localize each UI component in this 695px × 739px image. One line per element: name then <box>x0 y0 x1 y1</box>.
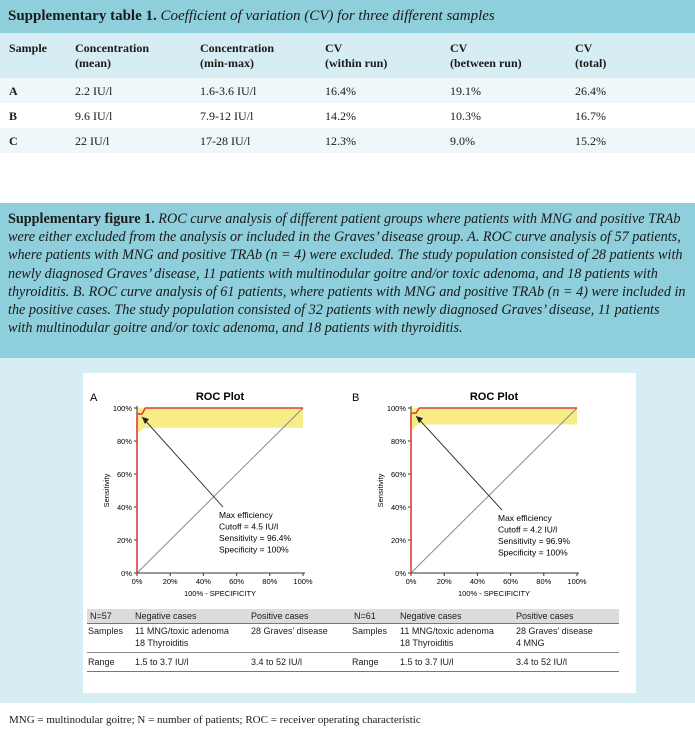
positive-sample: 28 Graves’ disease <box>516 626 593 636</box>
col-header-cv-within: CV (within run) <box>325 41 388 70</box>
table-row: C 22 IU/l 17-28 IU/l 12.3% 9.0% 15.2% <box>0 128 695 153</box>
cell-conc-range: 7.9-12 IU/l <box>200 109 254 123</box>
cell-cv-within: 12.3% <box>325 134 356 148</box>
cell-sample: C <box>9 134 18 148</box>
col-header-cv-between: CV (between run) <box>450 41 522 70</box>
cell-cv-within: 16.4% <box>325 84 356 98</box>
negative-sample: 11 MNG/toxic adenoma <box>400 626 494 636</box>
figure-caption-text: ROC curve analysis of different patient … <box>8 211 686 337</box>
samples-label: Samples <box>352 626 388 636</box>
positive-range: 3.4 to 52 IU/l <box>516 657 568 667</box>
table-caption-text: Coefficient of variation (CV) for three … <box>160 8 495 24</box>
figure-caption-bar: Supplementary figure 1. ROC curve analys… <box>0 203 695 358</box>
table-header-row: Sample Concentration (mean) Concentratio… <box>0 33 695 78</box>
positive-sample: 4 MNG <box>516 638 545 648</box>
col-header-conc-mean: Concentration (mean) <box>75 41 149 70</box>
samples-label: Samples <box>88 626 124 636</box>
negative-sample: 18 Thyroiditis <box>400 638 454 648</box>
table-caption-bar: Supplementary table 1. Coefficient of va… <box>0 0 695 33</box>
positive-cases-header: Positive cases <box>251 611 309 621</box>
cell-conc-mean: 9.6 IU/l <box>75 109 113 123</box>
cell-conc-mean: 22 IU/l <box>75 134 110 148</box>
range-label: Range <box>88 657 115 667</box>
negative-range: 1.5 to 3.7 IU/l <box>135 657 189 667</box>
cell-cv-total: 16.7% <box>575 109 606 123</box>
cell-conc-range: 17-28 IU/l <box>200 134 251 148</box>
positive-range: 3.4 to 52 IU/l <box>251 657 303 667</box>
negative-sample: 18 Thyroiditis <box>135 638 189 648</box>
footnote: MNG = multinodular goitre; N = number of… <box>9 714 421 726</box>
negative-cases-header: Negative cases <box>400 611 462 621</box>
n-label: N=61 <box>354 611 376 621</box>
figure-label: Supplementary figure 1. <box>8 211 155 227</box>
cell-cv-total: 26.4% <box>575 84 606 98</box>
range-label: Range <box>352 657 379 667</box>
table-row: B 9.6 IU/l 7.9-12 IU/l 14.2% 10.3% 16.7% <box>0 103 695 128</box>
cell-cv-between: 19.1% <box>450 84 481 98</box>
cell-cv-between: 9.0% <box>450 134 475 148</box>
figure-caption: Supplementary figure 1. ROC curve analys… <box>8 210 687 337</box>
positive-sample: 28 Graves’ disease <box>251 626 328 636</box>
cell-conc-range: 1.6-3.6 IU/l <box>200 84 257 98</box>
col-header-conc-range: Concentration (min-max) <box>200 41 274 70</box>
cell-cv-within: 14.2% <box>325 109 356 123</box>
n-label: N=57 <box>90 611 112 621</box>
positive-cases-header: Positive cases <box>516 611 574 621</box>
negative-cases-header: Negative cases <box>135 611 197 621</box>
cell-cv-total: 15.2% <box>575 134 606 148</box>
col-header-sample: Sample <box>9 41 48 55</box>
table-label: Supplementary table 1. <box>8 8 157 24</box>
col-header-cv-total: CV (total) <box>575 41 607 70</box>
negative-range: 1.5 to 3.7 IU/l <box>400 657 454 667</box>
table-row: A 2.2 IU/l 1.6-3.6 IU/l 16.4% 19.1% 26.4… <box>0 78 695 103</box>
cell-cv-between: 10.3% <box>450 109 481 123</box>
cell-sample: B <box>9 109 18 123</box>
table-caption: Supplementary table 1. Coefficient of va… <box>8 8 495 25</box>
negative-sample: 11 MNG/toxic adenoma <box>135 626 229 636</box>
cell-sample: A <box>9 84 18 98</box>
cell-conc-mean: 2.2 IU/l <box>75 84 113 98</box>
